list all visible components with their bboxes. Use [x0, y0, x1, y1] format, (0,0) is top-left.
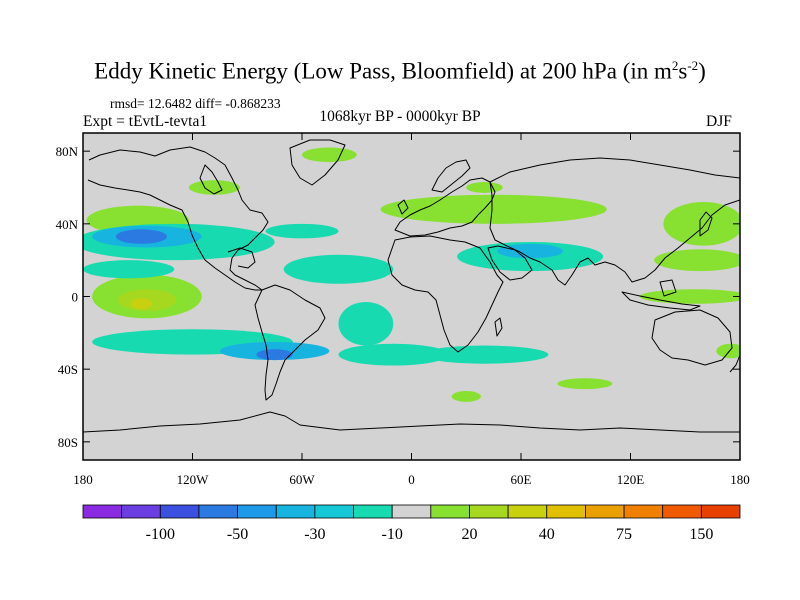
colorbar-box-10	[469, 504, 509, 519]
coast-north-america	[87, 146, 269, 291]
x-tick-label: 180	[73, 472, 93, 487]
anomaly-region-7	[639, 289, 740, 304]
colorbar-label: 75	[616, 526, 632, 543]
coast-new-zealand	[729, 354, 740, 373]
colorbar-box-13	[585, 504, 625, 519]
anomaly-region-17	[283, 254, 394, 284]
anomaly-region-20	[420, 345, 549, 364]
anomaly-region-22	[265, 223, 339, 239]
colorbar-box-5	[275, 504, 316, 519]
colorbar-box-12	[546, 504, 586, 519]
season-label: DJF	[706, 113, 732, 130]
map-axes: 80N 40N 0 40S 80S 180 120W 60W 0 60E 120E 180	[56, 133, 750, 487]
coast-gulf-of-mexico	[227, 247, 256, 269]
colorbar-label: -30	[304, 526, 325, 543]
x-tick-label: 120W	[177, 472, 210, 487]
coast-europe	[394, 177, 496, 237]
statistics-label: rmsd= 12.6482 diff= -0.868233	[110, 96, 281, 111]
coast-asia	[489, 157, 740, 286]
colorbar-box-16	[700, 504, 741, 519]
colorbar-label: 40	[539, 526, 555, 543]
coast-scandinavia	[431, 159, 471, 193]
colorbar-box-4	[237, 504, 277, 519]
anomaly-region-13	[130, 298, 153, 310]
x-tick-label: 60E	[511, 472, 532, 487]
colorbar-box-9	[430, 504, 470, 519]
experiment-label: Expt = tEvtL-tevta1	[83, 113, 208, 130]
anomaly-region-15	[83, 260, 175, 279]
coast-arabia	[487, 245, 533, 281]
anomaly-region-11	[716, 343, 740, 359]
coast-south-america	[254, 284, 326, 401]
anomaly-region-1	[188, 180, 240, 195]
colorbar-label: -100	[146, 526, 175, 543]
coast-madagascar	[494, 317, 503, 337]
anomaly-region-10	[557, 378, 613, 390]
colorbar-box-2	[159, 504, 200, 519]
anomaly-region-26	[115, 229, 167, 244]
colorbar-label: -10	[382, 526, 403, 543]
coast-british-isles	[397, 199, 409, 215]
colorbar-box-0	[82, 504, 123, 519]
x-tick-label: 180	[730, 472, 750, 487]
anomaly-region-19	[338, 343, 448, 366]
y-tick-label: 80S	[58, 435, 78, 450]
anomaly-region-9	[451, 390, 481, 402]
anomaly-region-25	[497, 243, 563, 259]
colorbar-label: 150	[689, 526, 713, 543]
coast-borneo	[659, 279, 677, 297]
coast-africa	[387, 235, 504, 353]
colorbar-box-3	[198, 504, 238, 519]
x-tick-label: 0	[408, 472, 415, 487]
anomaly-region-2	[302, 147, 357, 163]
coast-japan	[699, 211, 713, 237]
y-tick-label: 80N	[56, 144, 79, 159]
y-tick-label: 40N	[56, 217, 79, 232]
coast-greenland	[289, 139, 346, 186]
anomaly-region-3	[380, 194, 607, 224]
coast-hudson-bay	[199, 164, 223, 195]
colorbar-box-7	[353, 504, 393, 519]
colorbar-box-1	[121, 504, 161, 519]
y-tick-label: 0	[72, 290, 79, 305]
colorbar-label: -50	[227, 526, 248, 543]
anomaly-field-layer	[83, 147, 740, 402]
chart-title: Eddy Kinetic Energy (Low Pass, Bloomfiel…	[94, 58, 706, 84]
x-tick-label: 60W	[289, 472, 315, 487]
anomaly-region-4	[466, 182, 503, 193]
y-tick-label: 40S	[58, 362, 78, 377]
anomaly-region-27	[256, 349, 293, 361]
colorbar: -100 -50 -30 -10 20 40 75 150	[82, 504, 741, 543]
coast-indonesia	[621, 291, 701, 311]
colorbar-box-14	[623, 504, 664, 519]
anomaly-region-18	[338, 301, 394, 346]
anomaly-region-6	[654, 249, 740, 272]
period-label: 1068kyr BP - 0000kyr BP	[319, 108, 481, 125]
colorbar-box-11	[507, 504, 548, 519]
anomaly-region-5	[663, 202, 740, 246]
colorbar-label: 20	[461, 526, 477, 543]
coast-antarctica	[83, 411, 740, 433]
colorbar-box-6	[314, 504, 354, 519]
coastline-layer	[83, 139, 740, 433]
x-tick-label: 120E	[617, 472, 645, 487]
colorbar-box-15	[662, 504, 702, 519]
coast-australia	[651, 309, 733, 366]
colorbar-box-8	[391, 504, 432, 519]
